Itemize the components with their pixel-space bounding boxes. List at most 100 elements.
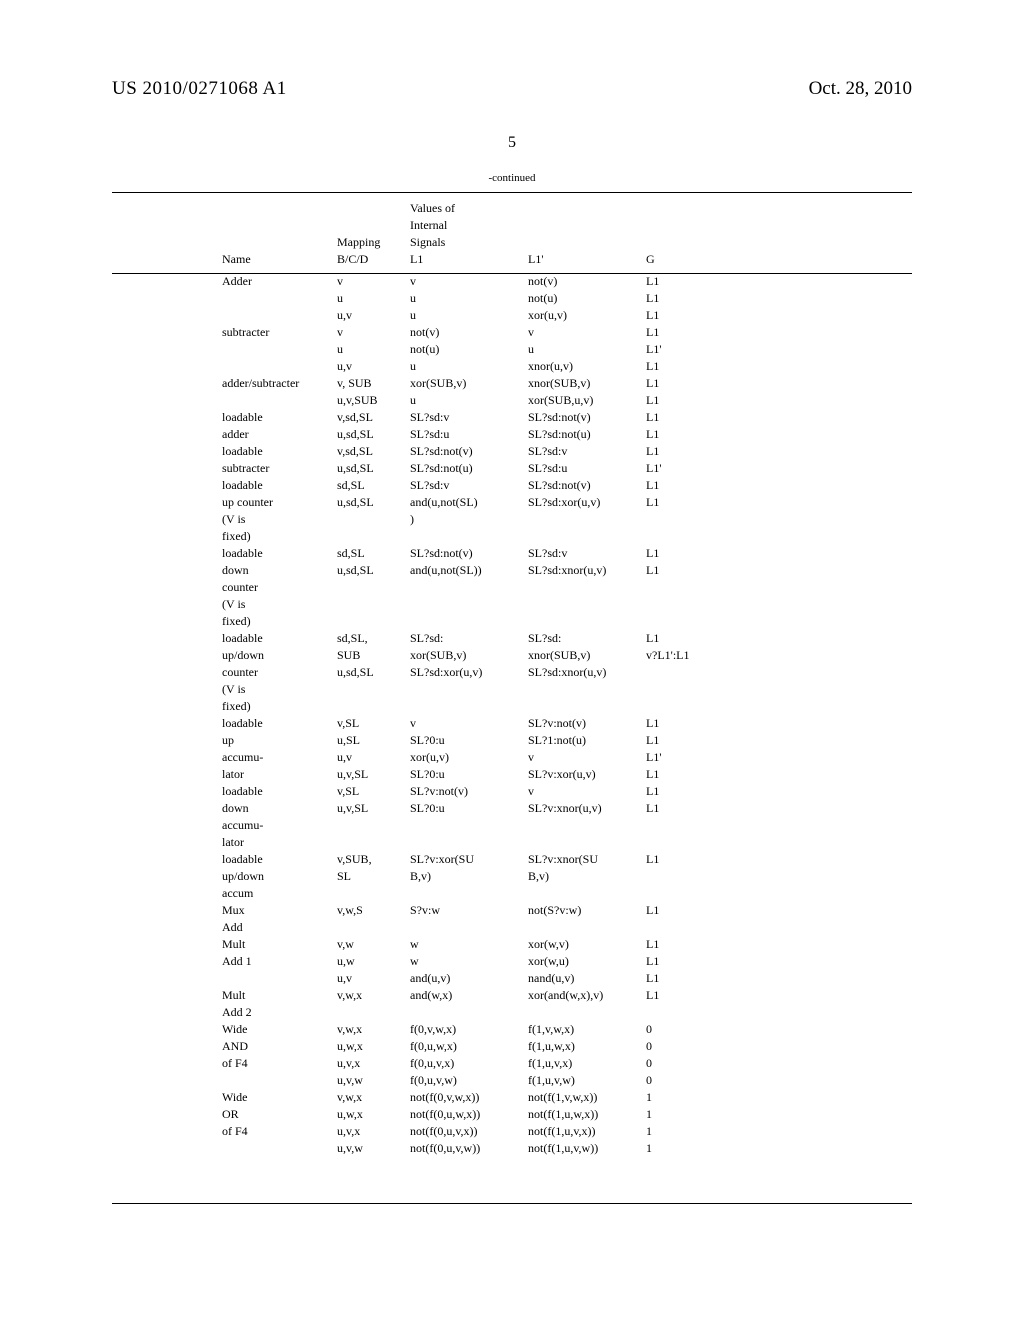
table-cell: [337, 613, 407, 630]
table-cell: v,w,x: [337, 1089, 407, 1106]
table-cell: [646, 664, 706, 681]
col-l1p-body: not(v)not(u)xor(u,v)vuxnor(u,v)xnor(SUB,…: [528, 273, 643, 1157]
table-cell: [222, 1140, 334, 1157]
col-l1-body: vuunot(v)not(u)uxor(SUB,v)uSL?sd:vSL?sd:…: [410, 273, 525, 1157]
table-cell: v?L1':L1: [646, 647, 706, 664]
table-cell: [646, 596, 706, 613]
rule-bottom: [112, 1203, 912, 1204]
table-cell: [528, 613, 643, 630]
table-cell: [528, 919, 643, 936]
table-cell: counter: [222, 579, 334, 596]
table-cell: L1: [646, 477, 706, 494]
table-cell: up: [222, 732, 334, 749]
table-cell: u,v: [337, 749, 407, 766]
table-cell: up counter: [222, 494, 334, 511]
table-cell: [528, 698, 643, 715]
table-cell: loadable: [222, 715, 334, 732]
table-cell: v,w,x: [337, 1021, 407, 1038]
table-cell: ): [410, 511, 525, 528]
table-cell: adder: [222, 426, 334, 443]
table-cell: L1': [646, 460, 706, 477]
table-cell: SL?sd:not(u): [410, 460, 525, 477]
table-cell: (V is: [222, 511, 334, 528]
table-cell: SL?sd:xor(u,v): [410, 664, 525, 681]
table-cell: sd,SL: [337, 545, 407, 562]
table-cell: [337, 834, 407, 851]
table-cell: [528, 511, 643, 528]
table-cell: SL?sd:: [410, 630, 525, 647]
table-cell: SL?v:not(v): [410, 783, 525, 800]
table-cell: [410, 528, 525, 545]
table-cell: SL?sd:xor(u,v): [528, 494, 643, 511]
table-cell: L1: [646, 494, 706, 511]
table-cell: L1': [646, 749, 706, 766]
table-cell: v: [337, 324, 407, 341]
table-cell: xnor(u,v): [528, 358, 643, 375]
table-cell: f(1,u,w,x): [528, 1038, 643, 1055]
table-cell: v,sd,SL: [337, 409, 407, 426]
table-cell: L1: [646, 392, 706, 409]
table-cell: Wide: [222, 1089, 334, 1106]
table-cell: f(0,u,v,x): [410, 1055, 525, 1072]
table-cell: subtracter: [222, 324, 334, 341]
table-cell: Add: [222, 919, 334, 936]
table-cell: counter: [222, 664, 334, 681]
table-cell: SL?v:not(v): [528, 715, 643, 732]
table-cell: v,SL: [337, 715, 407, 732]
table-cell: [337, 1004, 407, 1021]
table-cell: SUB: [337, 647, 407, 664]
table-cell: v: [337, 273, 407, 290]
table-cell: xor(SUB,v): [410, 375, 525, 392]
table-cell: [337, 817, 407, 834]
table-cell: u,SL: [337, 732, 407, 749]
table-cell: and(w,x): [410, 987, 525, 1004]
table-cell: u,v,x: [337, 1055, 407, 1072]
table-cell: B,v): [410, 868, 525, 885]
table-cell: loadable: [222, 443, 334, 460]
table-cell: u: [528, 341, 643, 358]
table-cell: L1: [646, 426, 706, 443]
table-cell: down: [222, 800, 334, 817]
doc-date: Oct. 28, 2010: [809, 78, 912, 100]
page-number: 5: [0, 134, 1024, 152]
table-cell: [646, 681, 706, 698]
table-cell: [410, 919, 525, 936]
table-cell: loadable: [222, 409, 334, 426]
table-cell: not(f(1,v,w,x)): [528, 1089, 643, 1106]
table-cell: u,sd,SL: [337, 426, 407, 443]
table-cell: SL?v:xor(u,v): [528, 766, 643, 783]
table-cell: Add 2: [222, 1004, 334, 1021]
table-cell: [410, 885, 525, 902]
table-cell: fixed): [222, 698, 334, 715]
table-cell: and(u,not(SL)): [410, 562, 525, 579]
table-cell: adder/subtracter: [222, 375, 334, 392]
table-cell: SL?sd:u: [410, 426, 525, 443]
table-cell: not(f(0,u,v,w)): [410, 1140, 525, 1157]
table-cell: [222, 358, 334, 375]
table-cell: L1: [646, 783, 706, 800]
table-cell: down: [222, 562, 334, 579]
table-cell: not(v): [528, 273, 643, 290]
table-cell: v,sd,SL: [337, 443, 407, 460]
table-cell: [528, 528, 643, 545]
table-cell: v,SUB,: [337, 851, 407, 868]
table-cell: not(u): [410, 341, 525, 358]
table-cell: SL?0:u: [410, 800, 525, 817]
table-cell: (V is: [222, 596, 334, 613]
table-cell: up/down: [222, 647, 334, 664]
table-cell: [410, 698, 525, 715]
table-cell: L1: [646, 953, 706, 970]
table-cell: [528, 817, 643, 834]
table-cell: u,sd,SL: [337, 494, 407, 511]
table-cell: xor(u,v): [410, 749, 525, 766]
table-cell: SL?sd:not(u): [528, 426, 643, 443]
table-cell: [646, 528, 706, 545]
table-cell: u,v,SL: [337, 800, 407, 817]
table-cell: [222, 970, 334, 987]
col-g-body: L1L1L1L1L1'L1L1L1L1L1L1L1'L1L1 L1L1 L1v?…: [646, 273, 706, 1157]
table-cell: loadable: [222, 783, 334, 800]
table-cell: 1: [646, 1089, 706, 1106]
col-mapping-body: vuu,vvuu,vv, SUBu,v,SUBv,sd,SLu,sd,SLv,s…: [337, 273, 407, 1157]
table-cell: lator: [222, 834, 334, 851]
table-cell: SL?sd:v: [410, 409, 525, 426]
